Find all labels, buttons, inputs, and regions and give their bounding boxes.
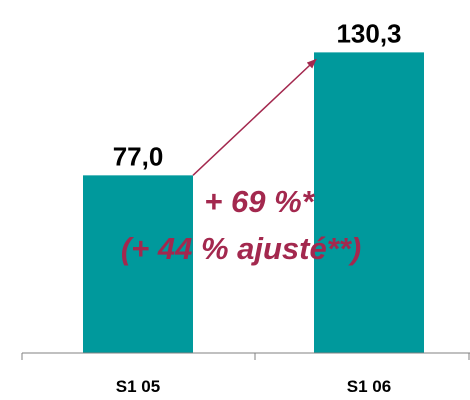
bar-s1-05 xyxy=(83,175,193,353)
category-label: S1 05 xyxy=(116,377,160,396)
bar-s1-06 xyxy=(314,52,424,354)
growth-annotation-line2: (+ 44 % ajusté**) xyxy=(121,231,361,266)
growth-arrow xyxy=(192,58,317,176)
growth-annotation-line1: + 69 %* xyxy=(204,184,315,219)
value-label: 130,3 xyxy=(336,18,401,48)
value-label: 77,0 xyxy=(113,141,164,171)
category-label: S1 06 xyxy=(347,377,391,396)
